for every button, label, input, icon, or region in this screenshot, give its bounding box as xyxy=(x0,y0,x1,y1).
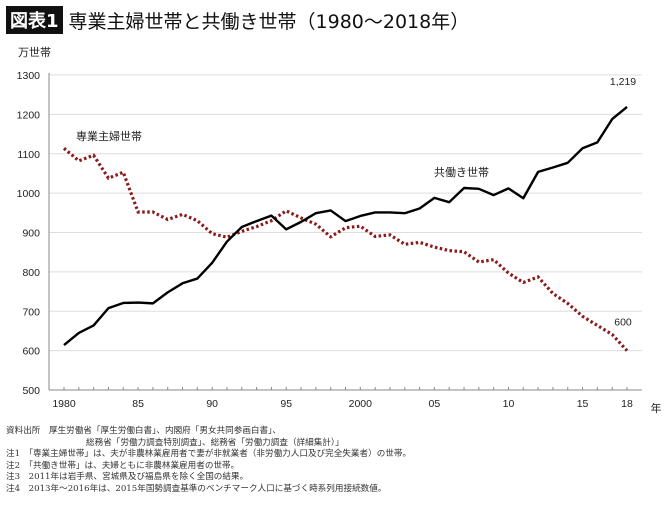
note-1: 注1 「専業主婦世帯」は、夫が非農林業雇用者で妻が非就業者（非労働力人口及び完全… xyxy=(6,449,412,460)
series-line-dual-income xyxy=(63,105,628,347)
y-tick-label: 500 xyxy=(22,385,40,397)
line-chart: 500 600 700 800 900 1000 1100 1200 1300 1980 85 90 9… xyxy=(17,70,662,415)
figure-badge: 図表1 xyxy=(6,6,63,34)
x-tick-label: 1980 xyxy=(52,398,76,410)
y-tick-label: 1000 xyxy=(17,188,41,200)
y-tick-label: 800 xyxy=(22,267,40,279)
series-line-housewife xyxy=(62,147,629,352)
x-tick-label: 10 xyxy=(503,398,515,410)
y-tick-label: 1200 xyxy=(17,109,41,121)
y-tick-label: 1100 xyxy=(17,149,40,161)
x-tick-label: 90 xyxy=(206,398,218,410)
source-line-1: 資料出所 厚生労働省「厚生労働白書」、内閣府「男女共同参画白書」、 xyxy=(6,426,281,436)
note-4: 注4 2013年〜2016年は、2015年国勢調査基準のベンチマーク人口に基づく… xyxy=(6,483,387,494)
title-text: 専業主婦世帯と共働き世帯（1980〜2018年） xyxy=(68,10,470,33)
note-3: 注3 2011年は岩手県、宮城県及び福島県を除く全国の結果。 xyxy=(6,472,249,483)
end-data-label: 600 xyxy=(614,317,632,329)
x-tick-label: 2000 xyxy=(349,398,373,410)
note-2: 注2 「共働き世帯」は、夫婦ともに非農林業雇用者の世帯。 xyxy=(6,460,240,471)
source-line-2: 総務省「労働力調査特別調査」、総務省「労働力調査（詳細集計）」 xyxy=(86,437,344,448)
series-label-dual-income: 共働き世帯 xyxy=(434,166,489,179)
y-tick-label: 1300 xyxy=(17,70,41,82)
end-data-label: 1,219 xyxy=(610,76,636,88)
y-tick-label: 600 xyxy=(22,346,40,358)
x-tick-label: 95 xyxy=(280,398,292,410)
y-tick-label: 900 xyxy=(22,228,40,240)
x-axis-label: 年 xyxy=(651,401,662,415)
y-tick-label: 700 xyxy=(22,306,40,318)
x-tick-label: 85 xyxy=(132,398,144,410)
x-tick-label: 15 xyxy=(577,398,589,410)
x-tick-label: 18 xyxy=(621,398,633,410)
notes: 資料出所 厚生労働省「厚生労働白書」、内閣府「男女共同参画白書」、 総務省「労働… xyxy=(6,426,411,496)
series-label-housewife: 専業主婦世帯 xyxy=(76,129,142,143)
chart-title: 図表1 専業主婦世帯と共働き世帯（1980〜2018年） xyxy=(6,6,469,34)
y-axis-unit: 万世帯 xyxy=(18,46,51,59)
x-tick-label: 05 xyxy=(429,398,441,410)
